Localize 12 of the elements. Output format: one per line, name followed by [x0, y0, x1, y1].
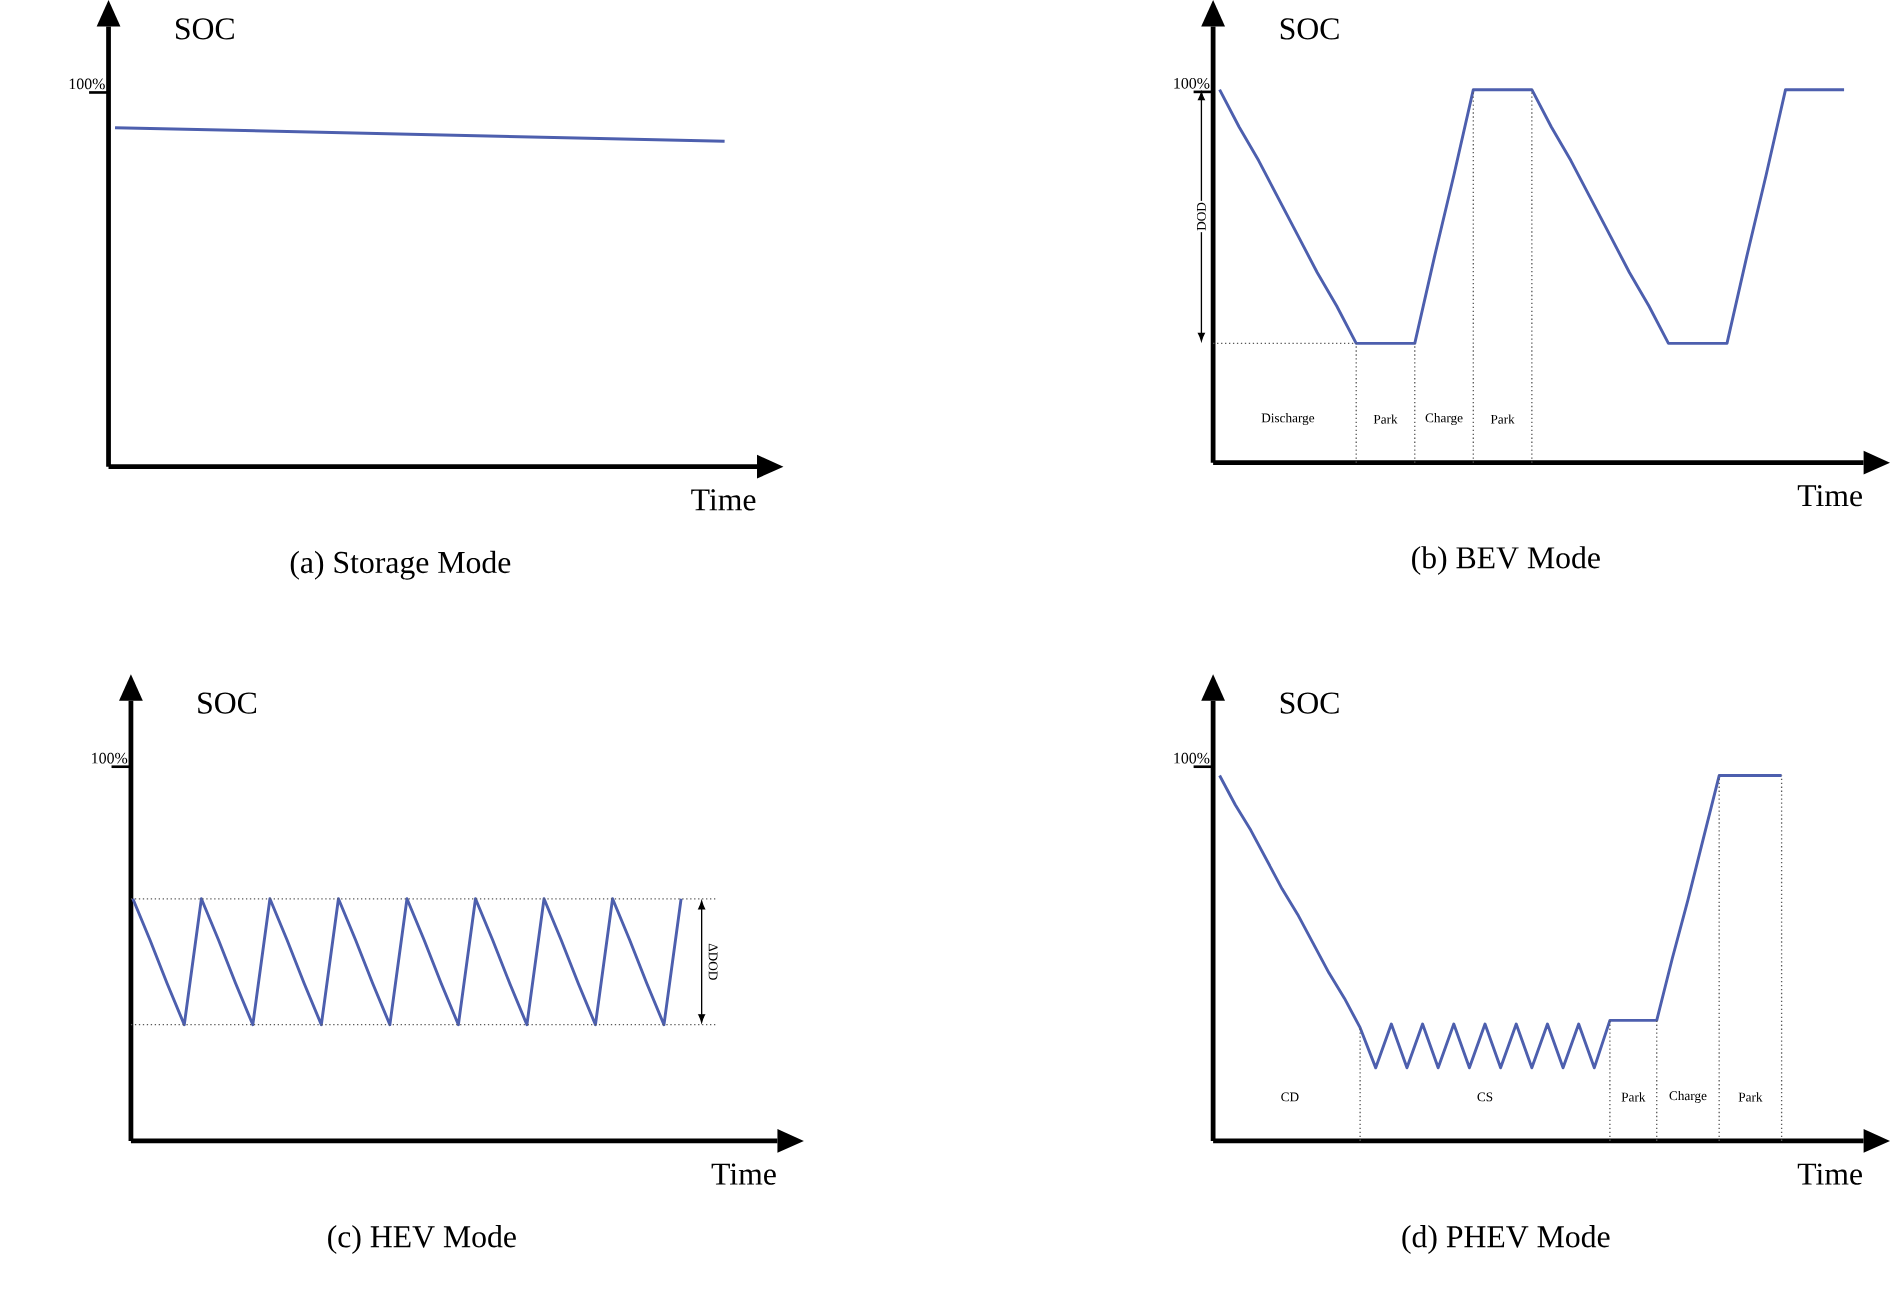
- text: (b) BEV Mode: [1412, 546, 1600, 576]
- y-axis-title: SOC: [176, 18, 234, 40]
- text: (d) PHEV Mode: [1402, 1225, 1610, 1255]
- x-axis-title: Time: [691, 489, 756, 511]
- x-axis-title: Time: [1797, 1163, 1862, 1185]
- x-axis-title: Time: [1797, 485, 1862, 507]
- text: (a) Storage Mode: [290, 551, 511, 580]
- y-axis-title: SOC: [1280, 18, 1339, 40]
- y-axis-title: SOC: [198, 692, 257, 714]
- x-axis-title: Time: [711, 1163, 776, 1185]
- text: (c) HEV Mode: [328, 1225, 516, 1255]
- y-axis-title: SOC: [1280, 692, 1339, 714]
